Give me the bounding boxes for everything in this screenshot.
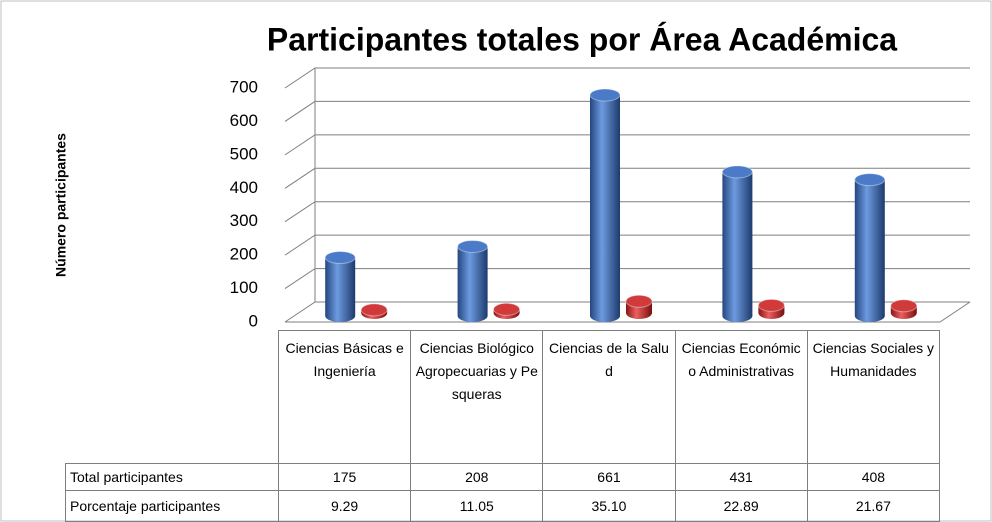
bar-top <box>493 302 521 316</box>
bar-top <box>625 294 653 308</box>
category-label: Ciencias de la Salud <box>542 330 676 464</box>
table-value: 175 <box>277 463 412 491</box>
bar-top <box>457 239 489 253</box>
y-tick-label: 400 <box>230 178 258 197</box>
bar-top <box>721 165 753 179</box>
table-value: 21.67 <box>806 490 941 522</box>
bar-top <box>360 303 388 317</box>
table-value: 431 <box>674 463 808 491</box>
category-label: Ciencias Biológico Agropecuarias y Pesqu… <box>410 330 544 464</box>
table-value: 661 <box>542 463 676 491</box>
bar-top <box>890 299 918 313</box>
y-tick-label: 700 <box>230 77 258 96</box>
table-value: 208 <box>410 463 544 491</box>
chart-title: Participantes totales por Área Académica <box>267 21 897 57</box>
category-label: Ciencias Básicas e Ingeniería <box>277 330 412 464</box>
bar-top <box>589 88 621 102</box>
y-tick-label: 0 <box>249 311 258 330</box>
bar <box>590 95 620 322</box>
table-value: 22.89 <box>674 490 808 522</box>
category-label: Ciencias Sociales y Humanidades <box>806 330 941 464</box>
series-name: Porcentaje participantes <box>65 490 279 522</box>
bar-top <box>757 298 785 312</box>
category-label: Ciencias Económico Administrativas <box>674 330 808 464</box>
data-table: Ciencias Básicas e Ingeniería Ciencias Bi… <box>65 330 941 522</box>
grid-line <box>284 100 970 122</box>
table-value: 35.10 <box>542 490 676 522</box>
blank-cell <box>65 330 279 464</box>
bar <box>854 179 885 322</box>
y-tick-label: 300 <box>230 211 258 230</box>
table-value: 11.05 <box>410 490 544 522</box>
grid-line <box>284 67 970 89</box>
table-value: 9.29 <box>277 490 412 522</box>
series-row: Porcentaje participantes 9.29 11.05 35.10 22… <box>65 490 941 522</box>
table-value: 408 <box>806 463 941 491</box>
series-name: Total participantes <box>65 463 279 491</box>
category-row: Ciencias Básicas e Ingeniería Ciencias Bi… <box>65 330 941 464</box>
floor-edge <box>285 301 971 323</box>
series-row: Total participantes 175 208 661 431 408 <box>65 463 941 491</box>
bar <box>325 257 356 322</box>
bar-top <box>324 251 356 264</box>
y-tick-label: 500 <box>230 144 258 163</box>
bar-top <box>854 173 886 187</box>
bar <box>722 171 753 322</box>
y-tick-label: 600 <box>230 111 258 130</box>
y-tick-label: 100 <box>230 278 258 297</box>
y-tick-label: 200 <box>230 245 258 264</box>
bar <box>457 246 488 322</box>
y-axis-label: Número participantes <box>53 133 69 277</box>
grid-line <box>284 134 970 156</box>
